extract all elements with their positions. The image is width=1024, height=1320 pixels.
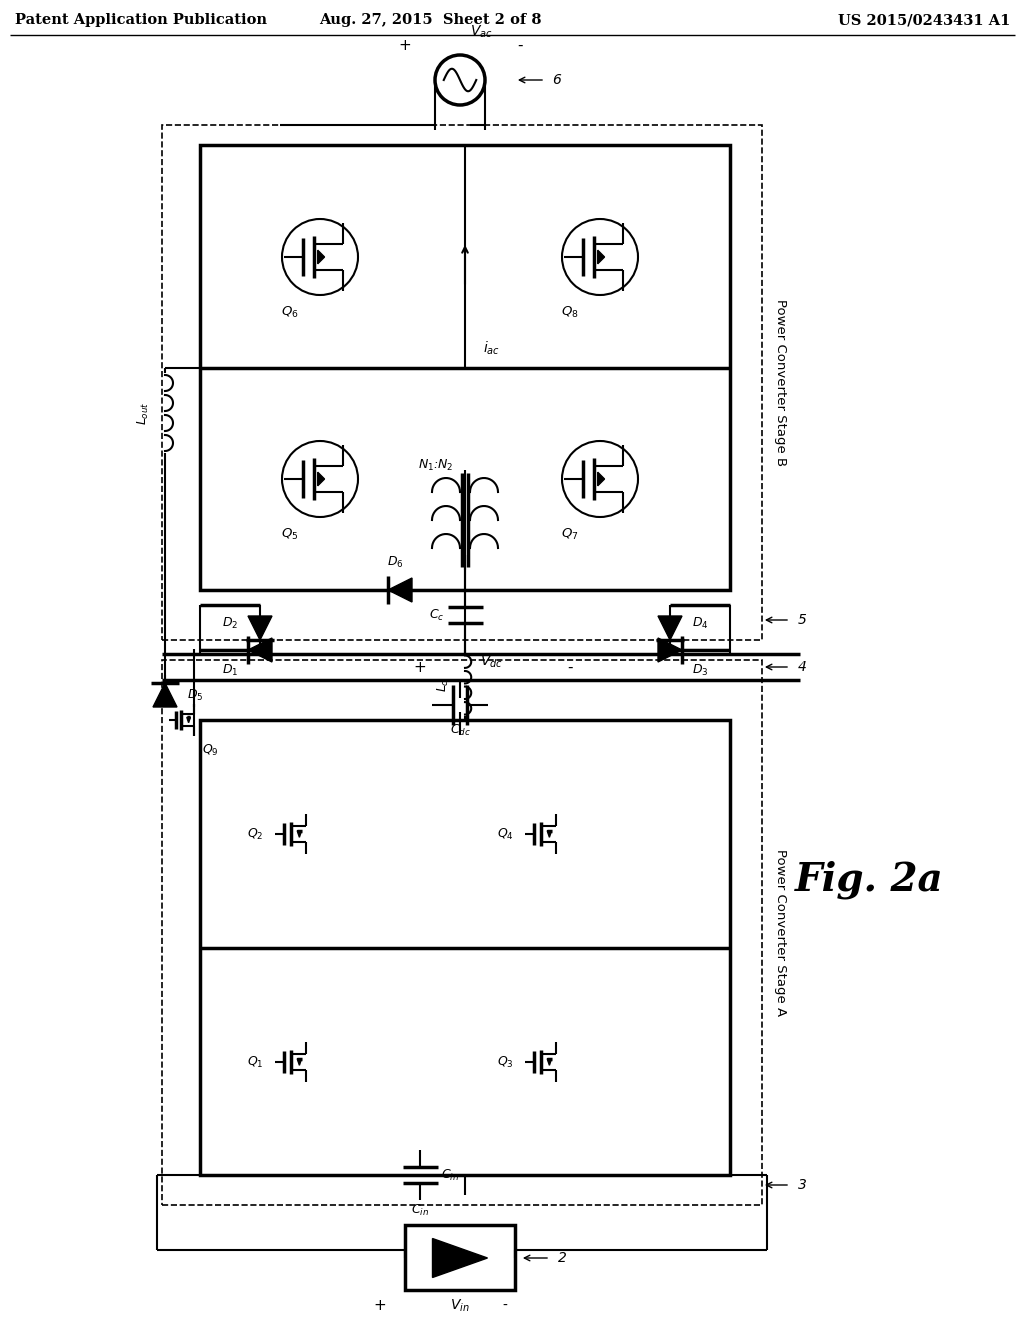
- Text: -: -: [503, 1299, 508, 1313]
- Text: Q$_2$: Q$_2$: [247, 826, 263, 842]
- Text: $V_{dc}$: $V_{dc}$: [480, 653, 503, 671]
- Polygon shape: [658, 638, 682, 663]
- Bar: [162, 125, 762, 640]
- Text: 4: 4: [798, 660, 807, 675]
- Text: Power Converter Stage B: Power Converter Stage B: [773, 300, 786, 466]
- Text: Aug. 27, 2015  Sheet 2 of 8: Aug. 27, 2015 Sheet 2 of 8: [318, 13, 542, 26]
- Text: 6: 6: [552, 73, 561, 87]
- Text: D$_2$: D$_2$: [222, 615, 239, 631]
- Text: D$_6$: D$_6$: [387, 554, 403, 570]
- Polygon shape: [598, 473, 604, 486]
- Text: +: +: [398, 37, 412, 53]
- Text: $L_{out}$: $L_{out}$: [135, 401, 151, 425]
- Text: $C_{in}$: $C_{in}$: [441, 1167, 459, 1183]
- Text: -: -: [517, 37, 522, 53]
- Text: D$_4$: D$_4$: [691, 615, 709, 631]
- Text: Q$_9$: Q$_9$: [202, 742, 218, 758]
- Bar: [200, 145, 730, 590]
- Text: $V_{ac}$: $V_{ac}$: [470, 24, 493, 40]
- Text: $N_1$:$N_2$: $N_1$:$N_2$: [418, 458, 453, 473]
- Polygon shape: [658, 616, 682, 640]
- Polygon shape: [432, 1238, 487, 1278]
- Text: 3: 3: [798, 1177, 807, 1192]
- Text: $C_c$: $C_c$: [429, 607, 444, 623]
- Text: Q$_6$: Q$_6$: [282, 305, 299, 319]
- Text: +: +: [414, 660, 426, 675]
- Polygon shape: [388, 578, 412, 602]
- Bar: [200, 719, 730, 1175]
- Polygon shape: [297, 1059, 302, 1065]
- Text: Patent Application Publication: Patent Application Publication: [15, 13, 267, 26]
- Text: Q$_8$: Q$_8$: [561, 305, 579, 319]
- Text: $C_{dc}$: $C_{dc}$: [450, 722, 470, 738]
- Text: $C_{in}$: $C_{in}$: [411, 1203, 429, 1217]
- Polygon shape: [186, 717, 190, 723]
- Polygon shape: [248, 616, 272, 640]
- Polygon shape: [153, 682, 177, 708]
- Text: $V_{in}$: $V_{in}$: [451, 1298, 470, 1315]
- Polygon shape: [547, 1059, 552, 1065]
- Text: -: -: [567, 660, 572, 675]
- Text: Q$_7$: Q$_7$: [561, 527, 579, 541]
- Text: $L_c$: $L_c$: [435, 678, 451, 692]
- Polygon shape: [598, 251, 604, 264]
- Text: Q$_5$: Q$_5$: [282, 527, 299, 541]
- Bar: [162, 660, 762, 1205]
- Text: 5: 5: [798, 612, 807, 627]
- Polygon shape: [547, 830, 552, 837]
- Text: Q$_4$: Q$_4$: [497, 826, 513, 842]
- Text: US 2015/0243431 A1: US 2015/0243431 A1: [838, 13, 1010, 26]
- Text: Fig. 2a: Fig. 2a: [795, 861, 944, 899]
- Text: Q$_3$: Q$_3$: [497, 1055, 513, 1069]
- Polygon shape: [317, 473, 325, 486]
- Text: Power Converter Stage A: Power Converter Stage A: [773, 850, 786, 1016]
- Polygon shape: [317, 251, 325, 264]
- Text: +: +: [374, 1299, 386, 1313]
- Polygon shape: [248, 638, 272, 663]
- Polygon shape: [297, 830, 302, 837]
- Text: $i_{ac}$: $i_{ac}$: [483, 339, 500, 356]
- Text: Q$_1$: Q$_1$: [247, 1055, 263, 1069]
- Text: D$_1$: D$_1$: [222, 663, 239, 677]
- Text: D$_5$: D$_5$: [187, 688, 204, 702]
- Bar: [406, 1225, 515, 1290]
- Text: D$_3$: D$_3$: [691, 663, 709, 677]
- Text: 2: 2: [558, 1251, 567, 1265]
